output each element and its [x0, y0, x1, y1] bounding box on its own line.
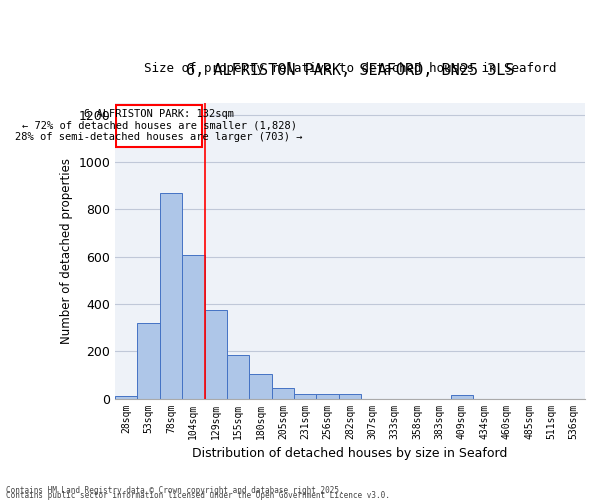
Bar — [339, 394, 361, 398]
Title: Size of property relative to detached houses in Seaford: Size of property relative to detached ho… — [144, 62, 556, 75]
Bar — [182, 256, 205, 398]
Y-axis label: Number of detached properties: Number of detached properties — [60, 158, 73, 344]
Text: 6, ALFRISTON PARK, SEAFORD, BN25 3LS: 6, ALFRISTON PARK, SEAFORD, BN25 3LS — [186, 62, 514, 78]
Text: Contains public sector information licensed under the Open Government Licence v3: Contains public sector information licen… — [6, 490, 390, 500]
X-axis label: Distribution of detached houses by size in Seaford: Distribution of detached houses by size … — [193, 447, 508, 460]
Bar — [272, 388, 294, 398]
Bar — [137, 323, 160, 398]
Bar — [160, 192, 182, 398]
Bar — [249, 374, 272, 398]
Bar — [115, 396, 137, 398]
Bar — [205, 310, 227, 398]
Bar — [227, 355, 249, 399]
Bar — [451, 396, 473, 398]
FancyBboxPatch shape — [116, 105, 202, 146]
Text: 28% of semi-detached houses are larger (703) →: 28% of semi-detached houses are larger (… — [16, 132, 303, 142]
Text: 6 ALFRISTON PARK: 132sqm: 6 ALFRISTON PARK: 132sqm — [84, 109, 234, 119]
Bar — [316, 394, 339, 398]
Text: ← 72% of detached houses are smaller (1,828): ← 72% of detached houses are smaller (1,… — [22, 121, 297, 131]
Text: Contains HM Land Registry data © Crown copyright and database right 2025.: Contains HM Land Registry data © Crown c… — [6, 486, 344, 495]
Bar — [294, 394, 316, 398]
